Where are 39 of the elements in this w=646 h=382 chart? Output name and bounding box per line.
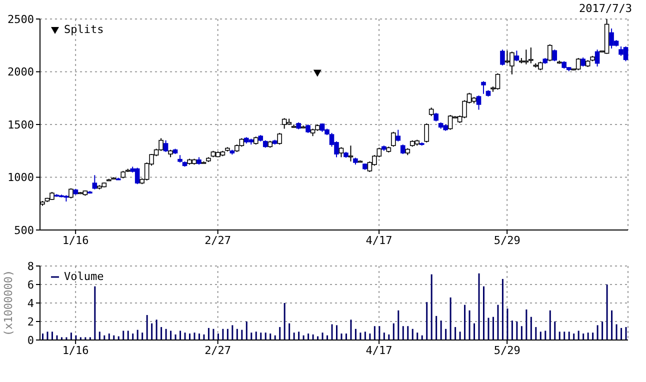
- candlestick: [476, 94, 482, 110]
- candlestick: [400, 144, 406, 155]
- x-tick-label: 1/16: [62, 344, 89, 357]
- y-tick-label: 2000: [8, 66, 34, 79]
- candlestick: [391, 131, 396, 148]
- candlestick: [338, 146, 344, 158]
- text: 2017/7/3: [579, 2, 632, 15]
- y-tick-label: 4: [27, 296, 34, 310]
- candlestick: [594, 49, 600, 67]
- candlestick: [277, 132, 282, 146]
- y-tick-label: 1500: [8, 118, 34, 132]
- x-tick-label: 4/17: [366, 344, 392, 357]
- candlestick: [481, 80, 486, 94]
- candlestick: [500, 49, 505, 66]
- candlestick: [68, 188, 74, 199]
- legend-label: Splits: [64, 23, 104, 36]
- candlestick: [92, 174, 98, 190]
- x-tick-label: 2/27: [204, 344, 232, 357]
- x-tick-label: 5/29: [494, 234, 520, 247]
- y-tick-label: 6: [27, 278, 34, 292]
- y-tick-label: 1000: [8, 171, 34, 184]
- candlestick: [348, 145, 354, 162]
- candlestick: [514, 50, 520, 62]
- y-tick-label: 2: [27, 315, 34, 328]
- candlestick: [424, 122, 429, 143]
- x-tick-label: 2/27: [204, 234, 232, 247]
- candlestick: [163, 140, 168, 152]
- y-tick-label: 2500: [8, 12, 34, 26]
- y-axis-title: (x1000000): [2, 270, 15, 336]
- y-tick-label: 500: [14, 224, 34, 237]
- candlestick: [396, 129, 401, 142]
- legend-label: Volume: [64, 270, 104, 283]
- candlestick: [547, 44, 552, 62]
- y-tick-label: 8: [27, 260, 34, 273]
- y-tick-label: 0: [27, 334, 34, 347]
- x-tick-label: 1/16: [62, 234, 89, 247]
- x-tick-label: 5/29: [494, 344, 520, 357]
- x-tick-label: 4/17: [366, 234, 392, 247]
- candlestick: [552, 49, 558, 62]
